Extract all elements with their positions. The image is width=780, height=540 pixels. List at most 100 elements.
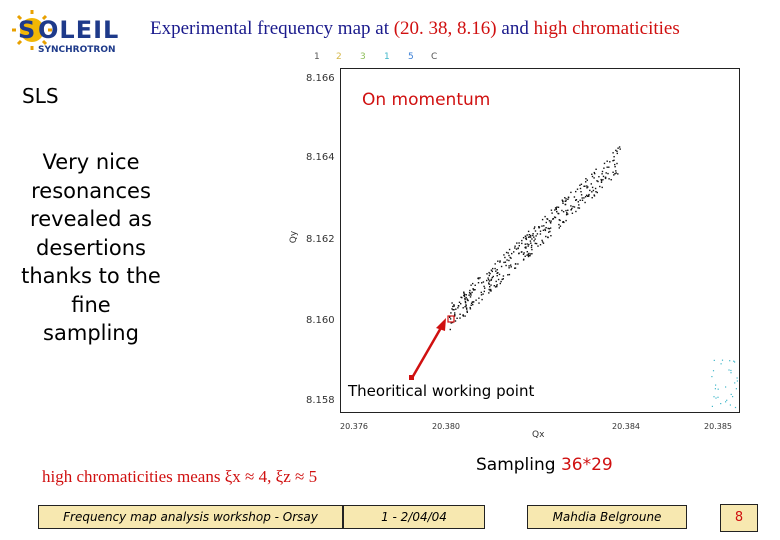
scatter-point	[490, 279, 492, 281]
scatter-point	[530, 246, 533, 249]
scatter-point	[617, 147, 619, 149]
scatter-point	[480, 294, 483, 296]
scatter-point	[561, 199, 563, 201]
scatter-point	[523, 252, 525, 254]
scatter-point	[469, 292, 471, 295]
scatter-point	[533, 236, 535, 238]
scatter-point	[494, 263, 496, 265]
scatter-point	[567, 196, 570, 198]
scatter-point	[514, 263, 517, 265]
scatter-point	[617, 173, 619, 175]
svg-text:OLEIL: OLEIL	[38, 16, 119, 44]
scatter-point	[600, 178, 602, 181]
scatter-point	[580, 183, 583, 185]
scatter-point	[570, 209, 572, 211]
svg-text:SYNCHROTRON: SYNCHROTRON	[38, 45, 116, 55]
scatter-point	[609, 161, 611, 163]
scatter-point	[529, 236, 531, 238]
scatter-point	[612, 171, 614, 173]
scatter-point	[565, 219, 567, 222]
scatter-point	[499, 261, 501, 263]
sls-label: SLS	[22, 84, 59, 108]
scatter-point	[714, 388, 716, 390]
scatter-point	[613, 174, 615, 176]
scatter-point	[457, 305, 460, 307]
scatter-point	[596, 191, 598, 194]
scatter-points	[449, 146, 738, 409]
scatter-point	[478, 297, 480, 299]
scatter-point	[521, 239, 523, 242]
scatter-point	[472, 288, 475, 291]
scatter-point	[606, 166, 608, 168]
scatter-point	[539, 233, 542, 235]
scatter-point	[535, 235, 537, 237]
scatter-point	[725, 401, 727, 403]
scatter-point	[449, 328, 451, 331]
scatter-point	[487, 278, 490, 281]
scatter-point	[464, 302, 467, 304]
scatter-point	[524, 235, 527, 237]
scatter-point	[525, 237, 527, 240]
title-highlight: high chromaticities	[533, 18, 680, 39]
scatter-point	[496, 272, 498, 274]
scatter-point	[618, 146, 621, 148]
scatter-point	[531, 244, 533, 247]
scatter-point	[544, 215, 546, 218]
scatter-point	[734, 361, 736, 363]
y-tick-1: 8.164	[306, 152, 335, 163]
scatter-point	[538, 227, 540, 229]
scatter-point	[541, 218, 544, 221]
scatter-point	[510, 264, 512, 266]
scatter-point	[711, 376, 713, 378]
scatter-point	[509, 256, 511, 259]
scatter-point	[614, 173, 616, 175]
scatter-point	[592, 189, 595, 192]
scatter-point	[567, 198, 569, 200]
scatter-point	[529, 255, 531, 257]
scatter-point	[534, 226, 536, 228]
title-prefix: Experimental frequency map at	[150, 18, 394, 39]
scatter-point	[572, 205, 574, 208]
scatter-point	[454, 312, 456, 314]
scatter-point	[464, 297, 466, 300]
scatter-point	[570, 205, 572, 207]
frequency-map-plot	[340, 68, 740, 413]
scatter-point	[451, 302, 453, 304]
scatter-point	[527, 255, 530, 258]
scatter-point	[537, 245, 539, 247]
sampling-text: Sampling 36*29	[476, 455, 613, 475]
scatter-point	[510, 257, 512, 259]
scatter-point	[464, 293, 466, 296]
scatter-point	[482, 293, 484, 295]
scatter-point	[498, 273, 501, 276]
scatter-point	[579, 187, 582, 190]
scatter-point	[583, 197, 585, 199]
scatter-point	[581, 197, 583, 199]
scatter-point	[558, 212, 560, 215]
scatter-point	[558, 223, 560, 226]
scatter-point	[460, 303, 462, 305]
scatter-point	[547, 236, 549, 239]
on-momentum-label: On momentum	[362, 90, 491, 110]
scatter-point	[712, 370, 715, 372]
scatter-point	[564, 197, 566, 199]
scatter-point	[566, 211, 568, 214]
scatter-point	[587, 186, 589, 188]
color-number-6: C	[431, 52, 438, 62]
scatter-point	[466, 311, 468, 313]
scatter-point	[608, 166, 610, 168]
scatter-point	[525, 238, 528, 241]
scatter-point	[470, 302, 473, 304]
sampling-label: Sampling	[476, 455, 561, 475]
scatter-point	[503, 254, 505, 256]
scatter-point	[522, 253, 525, 255]
scatter-point	[449, 318, 452, 320]
scatter-point	[483, 290, 485, 293]
scatter-point	[615, 172, 617, 174]
footer-date: 1 - 2/04/04	[343, 505, 485, 529]
scatter-point	[531, 238, 533, 240]
scatter-point	[505, 251, 508, 254]
y-tick-0: 8.166	[306, 73, 335, 84]
scatter-point	[514, 247, 516, 249]
scatter-point	[463, 291, 465, 293]
